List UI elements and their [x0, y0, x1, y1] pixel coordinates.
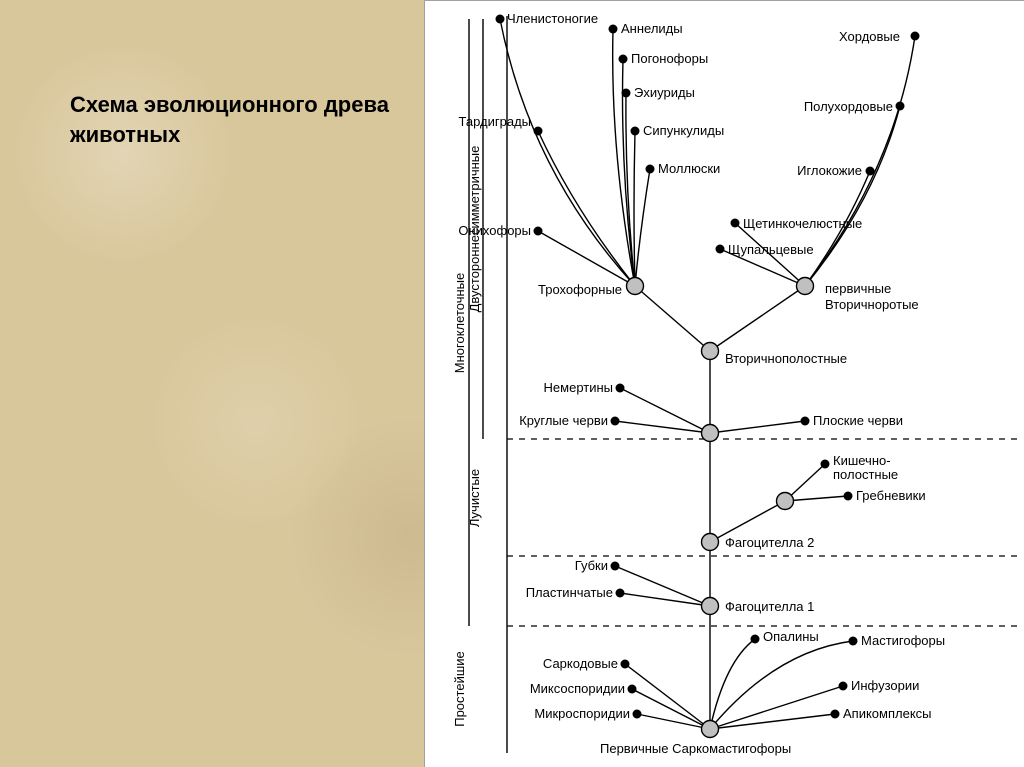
- tree-node-coelent: [821, 460, 830, 469]
- tree-node-echino: [866, 167, 875, 176]
- taxon-label: Хордовые: [839, 29, 900, 44]
- taxon-label: Миксоспоридии: [530, 681, 625, 696]
- taxon-label: Тардиграды: [459, 114, 532, 129]
- section-label: Лучистые: [467, 469, 482, 527]
- tree-node-chaetog: [731, 219, 740, 228]
- tree-node-platy: [801, 417, 810, 426]
- tree-node-onychophora: [534, 227, 543, 236]
- tree-node-sipuncula: [631, 127, 640, 136]
- tree-node-opalina: [751, 635, 760, 644]
- taxon-label: Пластинчатые: [526, 585, 613, 600]
- taxon-label: Трохофорные: [538, 282, 622, 297]
- section-label: Простейшие: [452, 651, 467, 727]
- tree-node-trochnode: [627, 278, 644, 295]
- tree-edge: [538, 131, 635, 286]
- tree-edge: [634, 131, 635, 286]
- tree-node-annelida: [609, 25, 618, 34]
- tree-node-flatworms_h: [702, 425, 719, 442]
- tree-node-infus: [839, 682, 848, 691]
- tree-node-arthropoda: [496, 15, 505, 24]
- tree-node-nematoda: [611, 417, 620, 426]
- taxon-label: Губки: [575, 558, 608, 573]
- taxon-label: Щупальцевые: [728, 242, 814, 257]
- taxon-label: Иглокожие: [797, 163, 862, 178]
- taxon-label: полостные: [833, 467, 898, 482]
- tree-node-mastigo: [849, 637, 858, 646]
- tree-node-myxo: [628, 685, 637, 694]
- tree-edge: [632, 689, 710, 729]
- tree-node-apicom: [831, 710, 840, 719]
- tree-node-phago2: [702, 534, 719, 551]
- tree-edge: [785, 496, 848, 501]
- taxon-label: Членистоногие: [507, 11, 598, 26]
- tree-edge: [625, 664, 710, 729]
- taxon-label: Вторичнополостные: [725, 351, 847, 366]
- taxon-label: Кишечно-: [833, 453, 891, 468]
- taxon-label: Полухордовые: [804, 99, 893, 114]
- tree-node-mollusca: [646, 165, 655, 174]
- tree-edge: [710, 639, 755, 729]
- tree-node-echiura: [622, 89, 631, 98]
- tree-edge: [500, 19, 635, 286]
- taxon-label: Эхиуриды: [634, 85, 695, 100]
- tree-node-micro: [633, 710, 642, 719]
- tree-node-tardigrada: [534, 127, 543, 136]
- tree-node-pogonophora: [619, 55, 628, 64]
- tree-edge: [620, 593, 710, 606]
- taxon-label: Немертины: [544, 380, 613, 395]
- tree-node-radnode: [777, 493, 794, 510]
- tree-edge: [615, 566, 710, 606]
- tree-edge: [538, 231, 635, 286]
- tree-edge: [635, 286, 710, 351]
- taxon-label: Фагоцителла 2: [725, 535, 814, 550]
- taxon-label: Аннелиды: [621, 21, 683, 36]
- taxon-label: Моллюски: [658, 161, 720, 176]
- taxon-label: Микроспоридии: [534, 706, 630, 721]
- taxon-label: Погонофоры: [631, 51, 708, 66]
- taxon-label: Фагоцителла 1: [725, 599, 814, 614]
- tree-node-porifera: [611, 562, 620, 571]
- tree-node-root: [702, 721, 719, 738]
- tree-edge: [805, 36, 915, 286]
- taxon-label: Плоские черви: [813, 413, 903, 428]
- tree-node-sarcod: [621, 660, 630, 669]
- tree-node-cteno: [844, 492, 853, 501]
- tree-node-nemertea: [616, 384, 625, 393]
- tree-edge: [710, 421, 805, 433]
- section-label: Многоклеточные: [452, 273, 467, 373]
- tree-edge: [620, 388, 710, 433]
- taxon-label: Гребневики: [856, 488, 926, 503]
- tree-node-chordata: [911, 32, 920, 41]
- tree-node-phago1: [702, 598, 719, 615]
- taxon-label: Опалины: [763, 629, 819, 644]
- taxon-label: Сипункулиды: [643, 123, 724, 138]
- taxon-label: Апикомплексы: [843, 706, 932, 721]
- evolution-tree-svg: МногоклеточныеДвустороннесимметричныеЛуч…: [425, 1, 1024, 767]
- tree-node-deutnode: [797, 278, 814, 295]
- taxon-label: Мастигофоры: [861, 633, 945, 648]
- tree-edge: [710, 714, 835, 729]
- taxon-label: Онихофоры: [458, 223, 531, 238]
- tree-node-hemichord: [896, 102, 905, 111]
- taxon-label: Вторичноротые: [825, 297, 919, 312]
- tree-edge: [805, 106, 900, 286]
- page-title: Схема эволюционного древа животных: [70, 90, 390, 149]
- diagram-panel: МногоклеточныеДвустороннесимметричныеЛуч…: [424, 0, 1024, 767]
- taxon-label: Щетинкочелюстные: [743, 216, 862, 231]
- taxon-label: первичные: [825, 281, 891, 296]
- taxon-label: Первичные Саркомастигофоры: [600, 741, 791, 756]
- tree-node-placozoa: [616, 589, 625, 598]
- page: { "title": "Схема эволюционного древа жи…: [0, 0, 1024, 767]
- tree-edge: [710, 286, 805, 351]
- taxon-label: Саркодовые: [543, 656, 618, 671]
- taxon-label: Инфузории: [851, 678, 919, 693]
- tree-edge: [615, 421, 710, 433]
- tree-edge: [635, 169, 650, 286]
- taxon-label: Круглые черви: [519, 413, 608, 428]
- tree-node-lophoph: [716, 245, 725, 254]
- tree-node-coelom: [702, 343, 719, 360]
